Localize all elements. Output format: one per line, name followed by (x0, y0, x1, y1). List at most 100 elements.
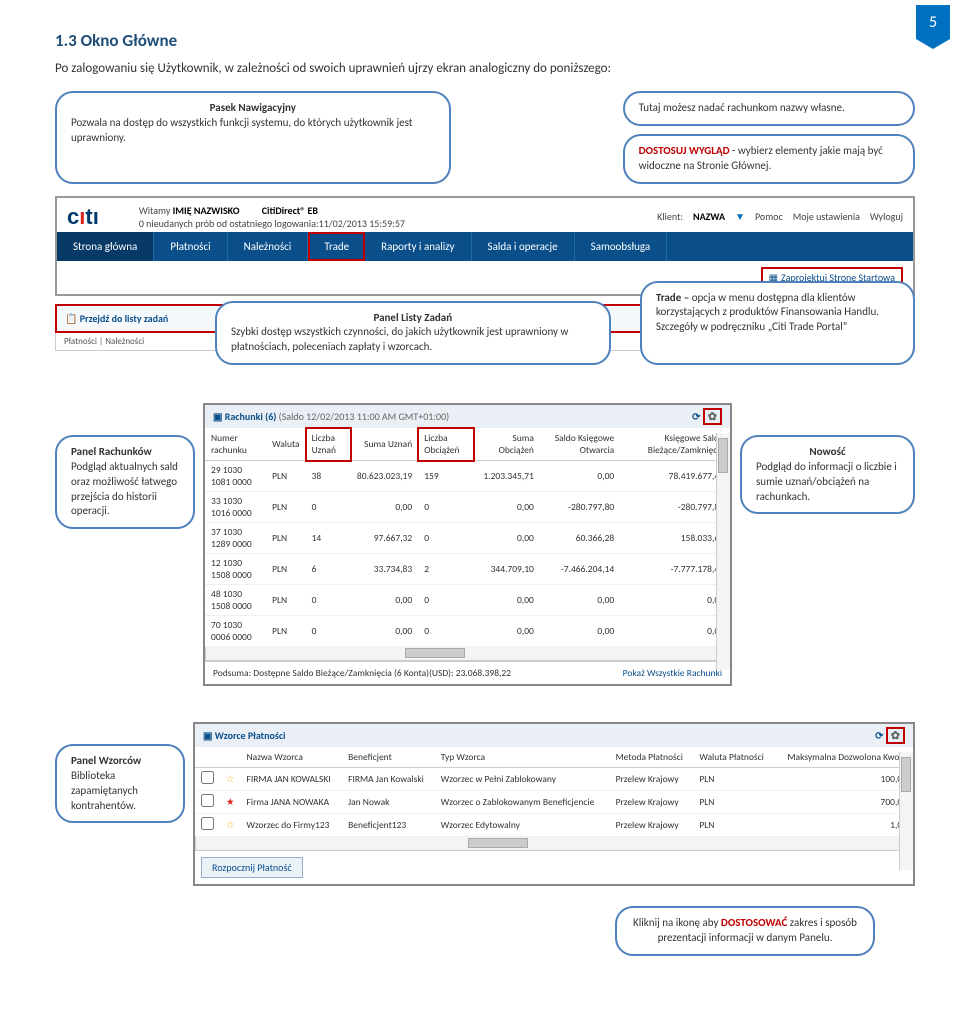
tcol-bene[interactable]: Beneficjent (342, 747, 435, 768)
callout-accounts-title: Panel Rachunków (71, 445, 152, 458)
cell: Beneficjent123 (342, 814, 435, 837)
tcol-max[interactable]: Maksymalna Dozwolona Kwota (774, 747, 913, 768)
h-scrollbar[interactable] (205, 647, 730, 661)
tcol-method[interactable]: Metoda Płatności (610, 747, 694, 768)
link-settings[interactable]: Moje ustawienia (793, 210, 860, 223)
start-payment-button[interactable]: Rozpocznij Płatność (201, 857, 303, 878)
cell: 100,00 (774, 768, 913, 791)
col-account[interactable]: Numer rachunku (205, 428, 266, 461)
callout-trade-lead: Trade – (656, 291, 692, 304)
tcol-name[interactable]: Nazwa Wzorca (241, 747, 343, 768)
cell: 0,00 (474, 492, 539, 523)
client-name: NAZWA (693, 210, 725, 223)
section-heading: 1.3 Okno Główne (55, 30, 915, 51)
cell: Wzorzec do Firmy123 (241, 814, 343, 837)
table-row[interactable]: ☆Wzorzec do Firmy123Beneficjent123Wzorze… (195, 814, 913, 837)
cell: PLN (266, 554, 305, 585)
table-row[interactable]: 33 1030 1016 0000PLN00,0000,00-280.797,8… (205, 492, 730, 523)
final-l1: Kliknij na ikonę aby (633, 916, 721, 929)
cell: PLN (266, 461, 305, 492)
cell: PLN (693, 791, 774, 814)
cell: PLN (693, 814, 774, 837)
gear-icon[interactable]: ✿ (703, 408, 722, 425)
v-scrollbar[interactable] (716, 433, 730, 670)
cell: 0,00 (351, 492, 418, 523)
cell: 12 1030 1508 0000 (205, 554, 266, 585)
col-credit-sum[interactable]: Suma Uznań (351, 428, 418, 461)
cell: 0 (306, 616, 351, 647)
nav-home[interactable]: Strona główna (57, 232, 154, 261)
nav-receivables[interactable]: Należności (228, 232, 309, 261)
cell: 0,00 (540, 461, 620, 492)
cell: 0,00 (351, 585, 418, 616)
cell (195, 768, 220, 791)
client-dropdown-icon[interactable]: ▼ (735, 210, 745, 223)
star-icon[interactable]: ☆ (220, 768, 241, 791)
cell: 38 (306, 461, 351, 492)
cell: 97.667,32 (351, 523, 418, 554)
cell: 29 1030 1081 0000 (205, 461, 266, 492)
callout-trade: Trade – opcja w menu dostępna dla klient… (640, 281, 915, 366)
row-checkbox[interactable] (201, 817, 214, 830)
intro-text: Po zalogowaniu się Użytkownik, w zależno… (55, 61, 915, 76)
page-number-badge: 5 (916, 5, 950, 39)
gear-icon[interactable]: ✿ (886, 727, 905, 744)
cell: 0,00 (620, 616, 730, 647)
refresh-icon[interactable]: ⟳ (875, 729, 883, 742)
cell: 0,00 (620, 585, 730, 616)
callout-nav-bar: Pasek Nawigacyjny Pozwala na dostęp do w… (55, 91, 451, 184)
cell: 0 (418, 492, 474, 523)
col-credit-count[interactable]: Liczba Uznań (306, 428, 351, 461)
refresh-icon[interactable]: ⟳ (692, 410, 700, 423)
row-checkbox[interactable] (201, 771, 214, 784)
final-l2: DOSTOSOWAĆ (721, 916, 787, 929)
link-logout[interactable]: Wyloguj (870, 210, 903, 223)
nav-balances[interactable]: Salda i operacje (472, 232, 575, 261)
cell: Przelew Krajowy (610, 814, 694, 837)
client-label: Klient: (657, 210, 683, 223)
col-currency[interactable]: Waluta (266, 428, 305, 461)
col-debit-count[interactable]: Liczba Obciążeń (418, 428, 474, 461)
cell: 70 1030 0006 0000 (205, 616, 266, 647)
nav-reports[interactable]: Raporty i analizy (365, 232, 471, 261)
cell: 700,00 (774, 791, 913, 814)
callout-templates-panel: Panel Wzorców Biblioteka zapamiętanych k… (55, 744, 185, 823)
cell: 0 (306, 585, 351, 616)
accounts-subtotal: Podsuma: Dostępne Saldo Bieżące/Zamknięc… (213, 667, 511, 679)
star-icon[interactable]: ★ (220, 791, 241, 814)
col-close-balance[interactable]: Księgowe Saldo Bieżące/Zamknięcia (620, 428, 730, 461)
cell: FIRMA JAN KOWALSKI (241, 768, 343, 791)
col-open-balance[interactable]: Saldo Księgowe Otwarcia (540, 428, 620, 461)
table-row[interactable]: 29 1030 1081 0000PLN3880.623.023,191591.… (205, 461, 730, 492)
cell: 33 1030 1016 0000 (205, 492, 266, 523)
table-row[interactable]: 70 1030 0006 0000PLN00,0000,000,000,00 (205, 616, 730, 647)
tcol-type[interactable]: Typ Wzorca (435, 747, 610, 768)
row-checkbox[interactable] (201, 794, 214, 807)
table-row[interactable]: 48 1030 1508 0000PLN00,0000,000,000,00 (205, 585, 730, 616)
nav-payments[interactable]: Płatności (154, 232, 227, 261)
callout-customize-gear: Kliknij na ikonę aby DOSTOSOWAĆ zakres i… (615, 906, 875, 956)
callout-accounts-panel: Panel Rachunków Podgląd aktualnych sald … (55, 435, 195, 529)
callout-news: Nowość Podgląd do informacji o liczbie i… (740, 435, 915, 514)
user-name: IMIĘ NAZWISKO (173, 204, 240, 217)
star-icon[interactable]: ☆ (220, 814, 241, 837)
show-all-accounts-link[interactable]: Pokaż Wszystkie Rachunki (623, 667, 722, 679)
table-row[interactable]: 12 1030 1508 0000PLN633.734,832344.709,1… (205, 554, 730, 585)
h-scrollbar[interactable] (195, 837, 913, 851)
col-debit-sum[interactable]: Suma Obciążeń (474, 428, 539, 461)
cell: Przelew Krajowy (610, 791, 694, 814)
link-help[interactable]: Pomoc (755, 210, 783, 223)
v-scrollbar[interactable] (899, 752, 913, 870)
table-row[interactable]: ☆FIRMA JAN KOWALSKIFIRMA Jan KowalskiWzo… (195, 768, 913, 791)
table-row[interactable]: 37 1030 1289 0000PLN1497.667,3200,0060.3… (205, 523, 730, 554)
nav-trade[interactable]: Trade (308, 232, 365, 261)
cell: 80.623.023,19 (351, 461, 418, 492)
accounts-meta: (Saldo 12/02/2013 11:00 AM GMT+01:00) (279, 410, 450, 423)
tcol-curr[interactable]: Waluta Płatności (693, 747, 774, 768)
tasklist-icon: 📋 (65, 312, 80, 325)
cell: 0,00 (540, 616, 620, 647)
table-row[interactable]: ★Firma JANA NOWAKAJan NowakWzorzec o Zab… (195, 791, 913, 814)
cell: 0,00 (474, 585, 539, 616)
cell: 344.709,10 (474, 554, 539, 585)
nav-selfservice[interactable]: Samoobsługa (575, 232, 668, 261)
